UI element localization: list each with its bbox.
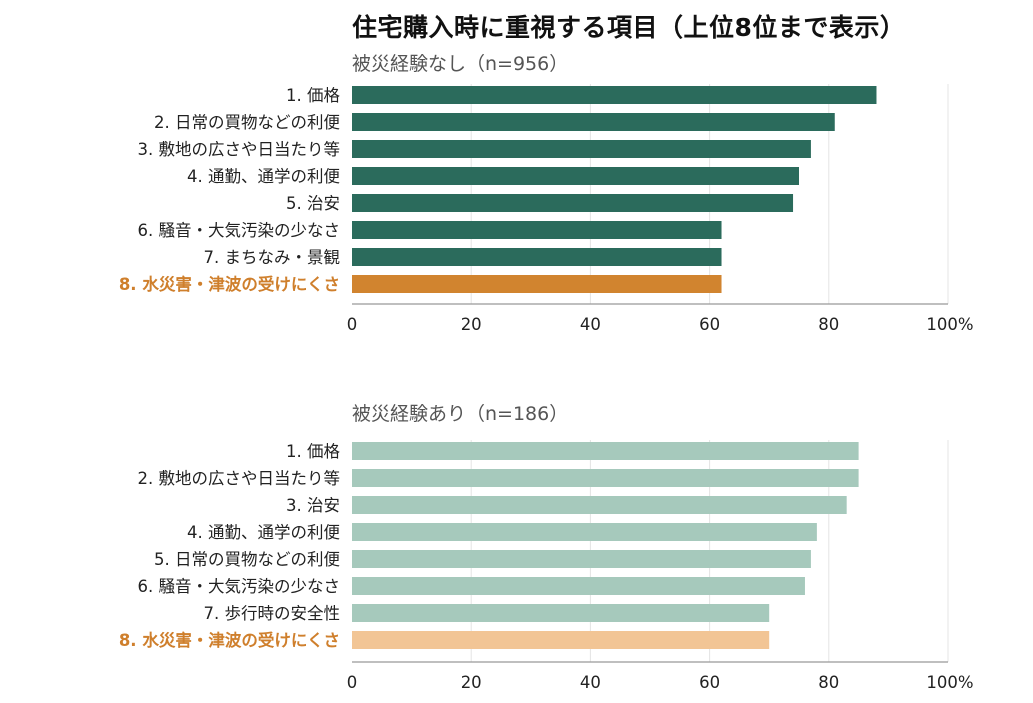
bar (352, 577, 805, 595)
category-label: 2. 敷地の広さや日当たり等 (138, 469, 341, 488)
bar (352, 140, 811, 158)
category-label: 7. まちなみ・景観 (204, 248, 341, 267)
x-tick-label: 40 (580, 673, 601, 692)
category-label: 5. 日常の買物などの利便 (154, 550, 340, 569)
category-label: 8. 水災害・津波の受けにくさ (119, 630, 340, 650)
bar (352, 604, 770, 622)
x-tick-label: 80 (818, 673, 839, 692)
x-tick-label: 60 (699, 673, 720, 692)
category-label: 8. 水災害・津波の受けにくさ (119, 274, 340, 294)
chart-title: 住宅購入時に重視する項目（上位8位まで表示） (352, 13, 906, 42)
x-tick-label: 100% (926, 673, 973, 692)
x-tick-label: 80 (818, 315, 839, 334)
category-label: 6. 騒音・大気汚染の少なさ (138, 577, 341, 596)
bar (352, 496, 847, 514)
category-label: 4. 通勤、通学の利便 (187, 523, 340, 542)
category-label: 2. 日常の買物などの利便 (154, 113, 340, 132)
bar (352, 523, 817, 541)
bar (352, 631, 770, 649)
category-label: 6. 騒音・大気汚染の少なさ (138, 221, 341, 240)
bar (352, 442, 859, 460)
bar (352, 194, 794, 212)
x-tick-label: 60 (699, 315, 720, 334)
panel-subtitle: 被災経験あり（n=186） (352, 403, 568, 425)
x-tick-label: 40 (580, 315, 601, 334)
panel-subtitle: 被災経験なし（n=956） (352, 53, 568, 75)
category-label: 3. 治安 (286, 496, 340, 515)
bar (352, 86, 877, 104)
bar (352, 275, 722, 293)
bar (352, 221, 722, 239)
category-label: 1. 価格 (286, 86, 340, 105)
bar (352, 248, 722, 266)
x-tick-label: 20 (461, 315, 482, 334)
bar (352, 167, 799, 185)
x-tick-label: 20 (461, 673, 482, 692)
category-label: 1. 価格 (286, 442, 340, 461)
x-tick-label: 0 (347, 673, 358, 692)
category-label: 5. 治安 (286, 194, 340, 213)
category-label: 4. 通勤、通学の利便 (187, 167, 340, 186)
bar (352, 113, 835, 131)
category-label: 3. 敷地の広さや日当たり等 (138, 140, 341, 159)
x-tick-label: 0 (347, 315, 358, 334)
bar (352, 550, 811, 568)
category-label: 7. 歩行時の安全性 (204, 604, 341, 623)
x-tick-label: 100% (926, 315, 973, 334)
bar (352, 469, 859, 487)
